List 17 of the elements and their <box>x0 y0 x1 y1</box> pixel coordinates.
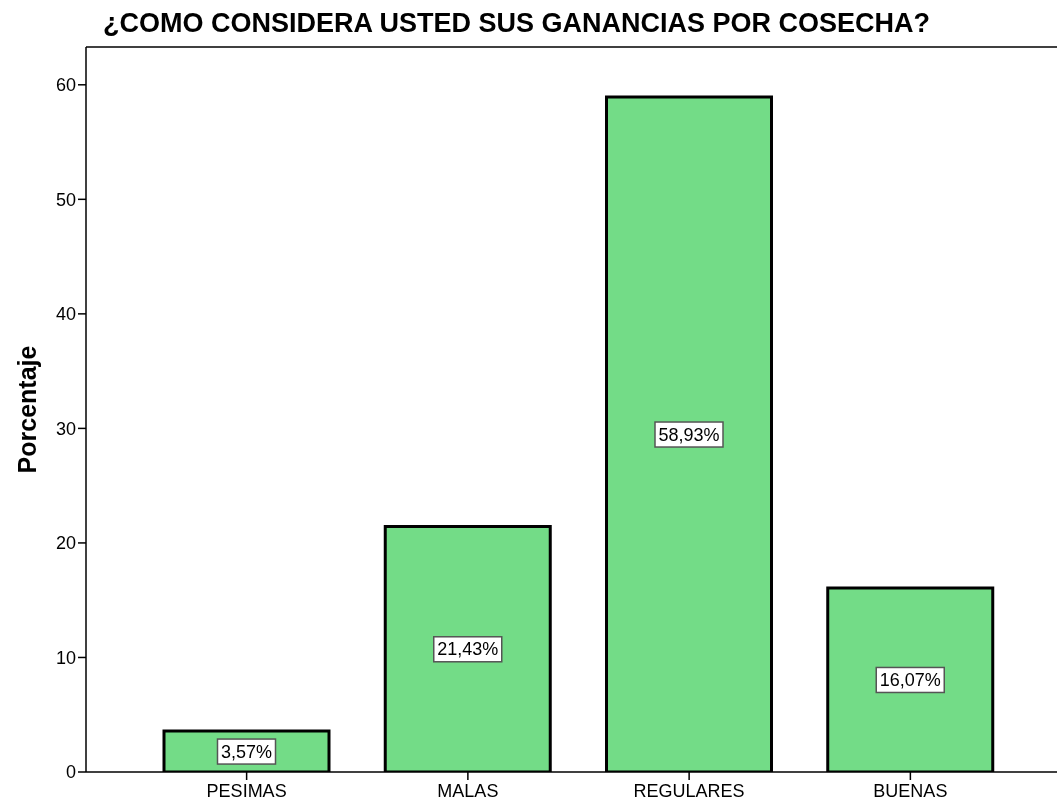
x-tick-label: PESIMAS <box>206 780 287 801</box>
data-label: 21,43% <box>437 639 499 660</box>
y-tick-label: 20 <box>55 533 76 554</box>
data-label: 58,93% <box>658 424 720 445</box>
data-label: 3,57% <box>220 741 273 762</box>
y-tick-label: 10 <box>55 647 76 668</box>
y-tick-label: 60 <box>55 75 76 96</box>
x-tick-label: REGULARES <box>633 780 745 801</box>
data-label: 16,07% <box>879 669 941 690</box>
x-tick-label: MALAS <box>437 780 499 801</box>
x-tick-label: BUENAS <box>873 780 948 801</box>
y-tick-label: 50 <box>55 189 76 210</box>
chart-title: ¿COMO CONSIDERA USTED SUS GANANCIAS POR COSECHA? <box>103 7 931 40</box>
y-tick-label: 40 <box>55 304 76 325</box>
y-tick-label: 0 <box>65 762 76 783</box>
y-tick-label: 30 <box>55 418 76 439</box>
y-axis-title: Porcentaje <box>12 345 41 474</box>
